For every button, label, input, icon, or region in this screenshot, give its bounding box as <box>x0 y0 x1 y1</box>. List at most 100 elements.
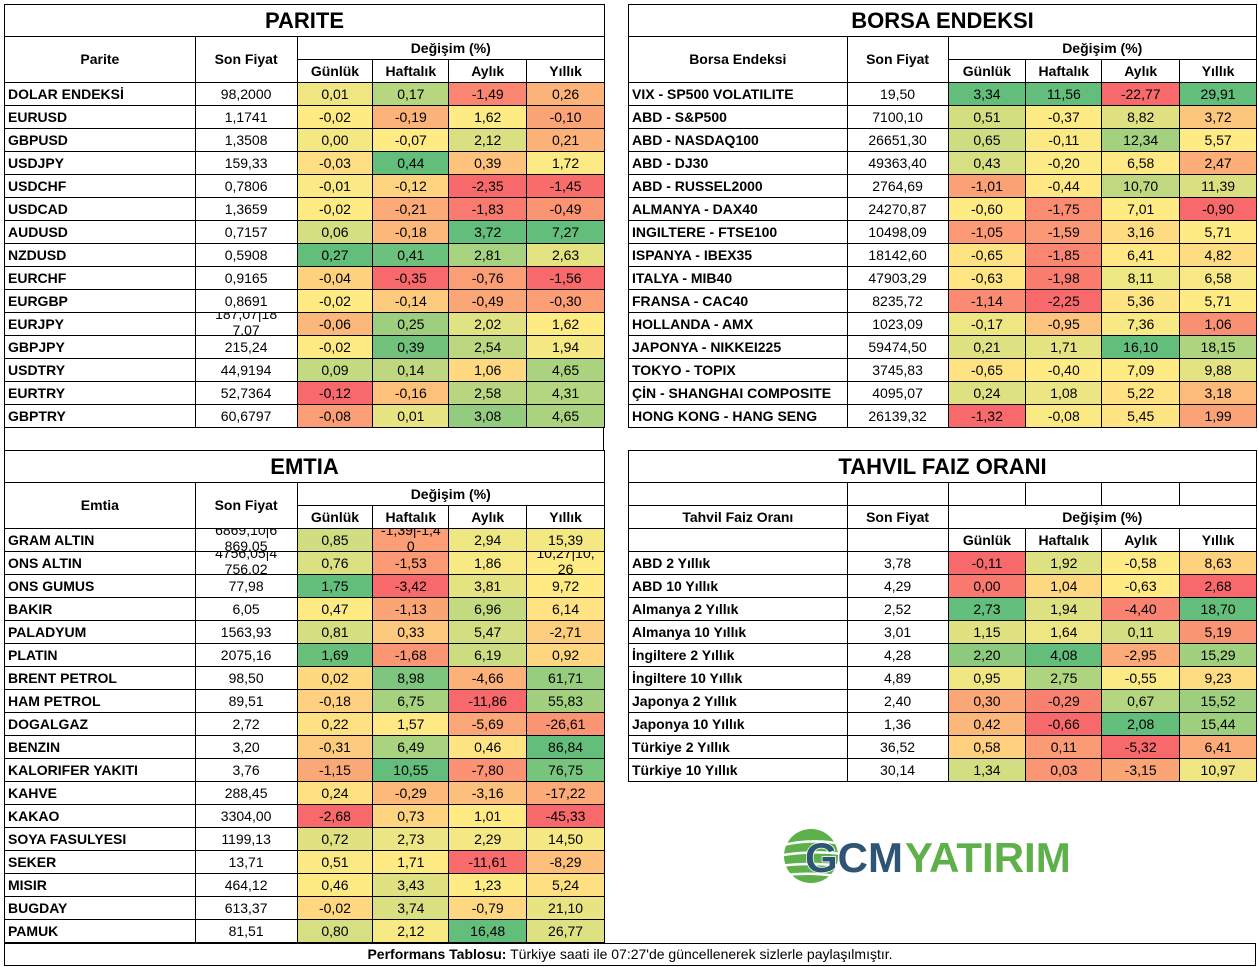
change-monthly: 3,08 <box>449 405 528 428</box>
change-yearly: 1,72 <box>527 152 606 175</box>
change-weekly: 6,49 <box>373 736 450 759</box>
row-price: 3,20 <box>195 736 298 759</box>
change-weekly: 0,17 <box>373 83 450 106</box>
change-daily: 1,69 <box>297 644 374 667</box>
change-daily: 0,27 <box>297 244 374 267</box>
row-name: ISPANYA - IBEX35 <box>629 244 848 267</box>
period-header: Günlük <box>297 60 374 83</box>
row-price: 2,40 <box>847 690 949 713</box>
row-name: GBPTRY <box>5 405 196 428</box>
change-weekly: 0,01 <box>373 405 450 428</box>
row-name: FRANSA - CAC40 <box>629 290 848 313</box>
row-price: 2,72 <box>195 713 298 736</box>
change-yearly: 2,68 <box>1180 575 1257 598</box>
row-price: 24270,87 <box>847 198 949 221</box>
row-name: USDCHF <box>5 175 196 198</box>
row-name: Türkiye 10 Yıllık <box>629 759 848 782</box>
row-name: Japonya 10 Yıllık <box>629 713 848 736</box>
change-monthly: -0,55 <box>1102 667 1181 690</box>
change-weekly: -0,95 <box>1026 313 1103 336</box>
row-price: 77,98 <box>195 575 298 598</box>
row-name: EURJPY <box>5 313 196 336</box>
change-daily: 0,02 <box>297 667 374 690</box>
row-price: 2,52 <box>847 598 949 621</box>
change-yearly: -26,61 <box>527 713 606 736</box>
change-monthly: -0,63 <box>1102 575 1181 598</box>
row-name: ÇİN - SHANGHAI COMPOSITE <box>629 382 848 405</box>
row-name: ITALYA - MIB40 <box>629 267 848 290</box>
table-row: Japonya 10 Yıllık 1,36 0,42 -0,66 2,08 15,44 <box>629 713 1257 736</box>
change-yearly: 26,77 <box>527 920 606 943</box>
table-row: SOYA FASULYESI 1199,13 0,72 2,73 2,29 14,50 <box>5 828 606 851</box>
table-row: EURCHF 0,9165 -0,04 -0,35 -0,76 -1,56 <box>5 267 606 290</box>
stacked-cell-value: 4756,05|4756,02 <box>215 552 278 575</box>
change-daily: 0,30 <box>948 690 1027 713</box>
change-weekly: -1,75 <box>1026 198 1103 221</box>
table-row: GBPUSD 1,3508 0,00 -0,07 2,12 0,21 <box>5 129 606 152</box>
change-monthly: 6,19 <box>449 644 528 667</box>
change-daily: 0,21 <box>948 336 1027 359</box>
period-header-row: Günlük Haftalık Aylık Yıllık <box>5 506 606 529</box>
table-row: ONS GUMUS 77,98 1,75 -3,42 3,81 9,72 <box>5 575 606 598</box>
table-row: ABD - NASDAQ100 26651,30 0,65 -0,11 12,34 5,5… <box>629 129 1257 152</box>
row-price: 4756,05|4756,02 <box>195 552 298 575</box>
change-monthly: -22,77 <box>1102 83 1181 106</box>
row-name: PLATIN <box>5 644 196 667</box>
name-header: Tahvil Faiz Oranı <box>629 506 848 529</box>
row-price: 4,29 <box>847 575 949 598</box>
row-name: EURUSD <box>5 106 196 129</box>
change-daily: 0,80 <box>297 920 374 943</box>
row-price: 3304,00 <box>195 805 298 828</box>
change-monthly: 1,62 <box>449 106 528 129</box>
change-daily: -0,12 <box>297 382 374 405</box>
empty-cell <box>1102 483 1181 506</box>
row-price: 36,52 <box>847 736 949 759</box>
row-price: 6869,10|6869,05 <box>195 529 298 552</box>
change-daily: -0,60 <box>948 198 1027 221</box>
change-yearly: 6,58 <box>1180 267 1257 290</box>
change-monthly: -2,35 <box>449 175 528 198</box>
change-weekly: 11,56 <box>1026 83 1103 106</box>
change-yearly: 8,63 <box>1180 552 1257 575</box>
table-row: İngiltere 2 Yıllık 4,28 2,20 4,08 -2,95 15,29 <box>629 644 1257 667</box>
change-weekly: 1,71 <box>1026 336 1103 359</box>
change-daily: 0,51 <box>297 851 374 874</box>
change-daily: -1,05 <box>948 221 1027 244</box>
change-monthly: 1,23 <box>449 874 528 897</box>
change-daily: -2,68 <box>297 805 374 828</box>
table-row: JAPONYA - NIKKEI225 59474,50 0,21 1,71 16,10… <box>629 336 1257 359</box>
row-price: 59474,50 <box>847 336 949 359</box>
row-price: 13,71 <box>195 851 298 874</box>
change-daily: 0,76 <box>297 552 374 575</box>
change-yearly: -1,45 <box>527 175 606 198</box>
change-weekly: 0,03 <box>1026 759 1103 782</box>
row-name: DOLAR ENDEKSİ <box>5 83 196 106</box>
change-weekly: -0,19 <box>373 106 450 129</box>
change-yearly: 1,99 <box>1180 405 1257 428</box>
change-daily: 0,95 <box>948 667 1027 690</box>
change-daily: 0,81 <box>297 621 374 644</box>
change-weekly: 2,75 <box>1026 667 1103 690</box>
change-yearly: 9,88 <box>1180 359 1257 382</box>
change-yearly: 10,27|10,26 <box>527 552 606 575</box>
change-yearly: 1,94 <box>527 336 606 359</box>
table-row: TOKYO - TOPIX 3745,83 -0,65 -0,40 7,09 9,88 <box>629 359 1257 382</box>
row-price: 0,7806 <box>195 175 298 198</box>
change-daily: -0,17 <box>948 313 1027 336</box>
row-price: 0,7157 <box>195 221 298 244</box>
change-weekly: 1,57 <box>373 713 450 736</box>
row-name: NZDUSD <box>5 244 196 267</box>
change-weekly: -0,14 <box>373 290 450 313</box>
change-daily: -0,04 <box>297 267 374 290</box>
price-header: Son Fiyat <box>195 37 298 83</box>
row-name: Türkiye 2 Yıllık <box>629 736 848 759</box>
change-yearly: -0,90 <box>1180 198 1257 221</box>
change-daily: 0,01 <box>297 83 374 106</box>
empty-cell <box>948 483 1027 506</box>
change-daily: 1,15 <box>948 621 1027 644</box>
row-price: 4095,07 <box>847 382 949 405</box>
period-header: Haftalık <box>373 506 450 529</box>
row-price: 0,5908 <box>195 244 298 267</box>
change-daily: -0,02 <box>297 897 374 920</box>
change-monthly: 2,94 <box>449 529 528 552</box>
